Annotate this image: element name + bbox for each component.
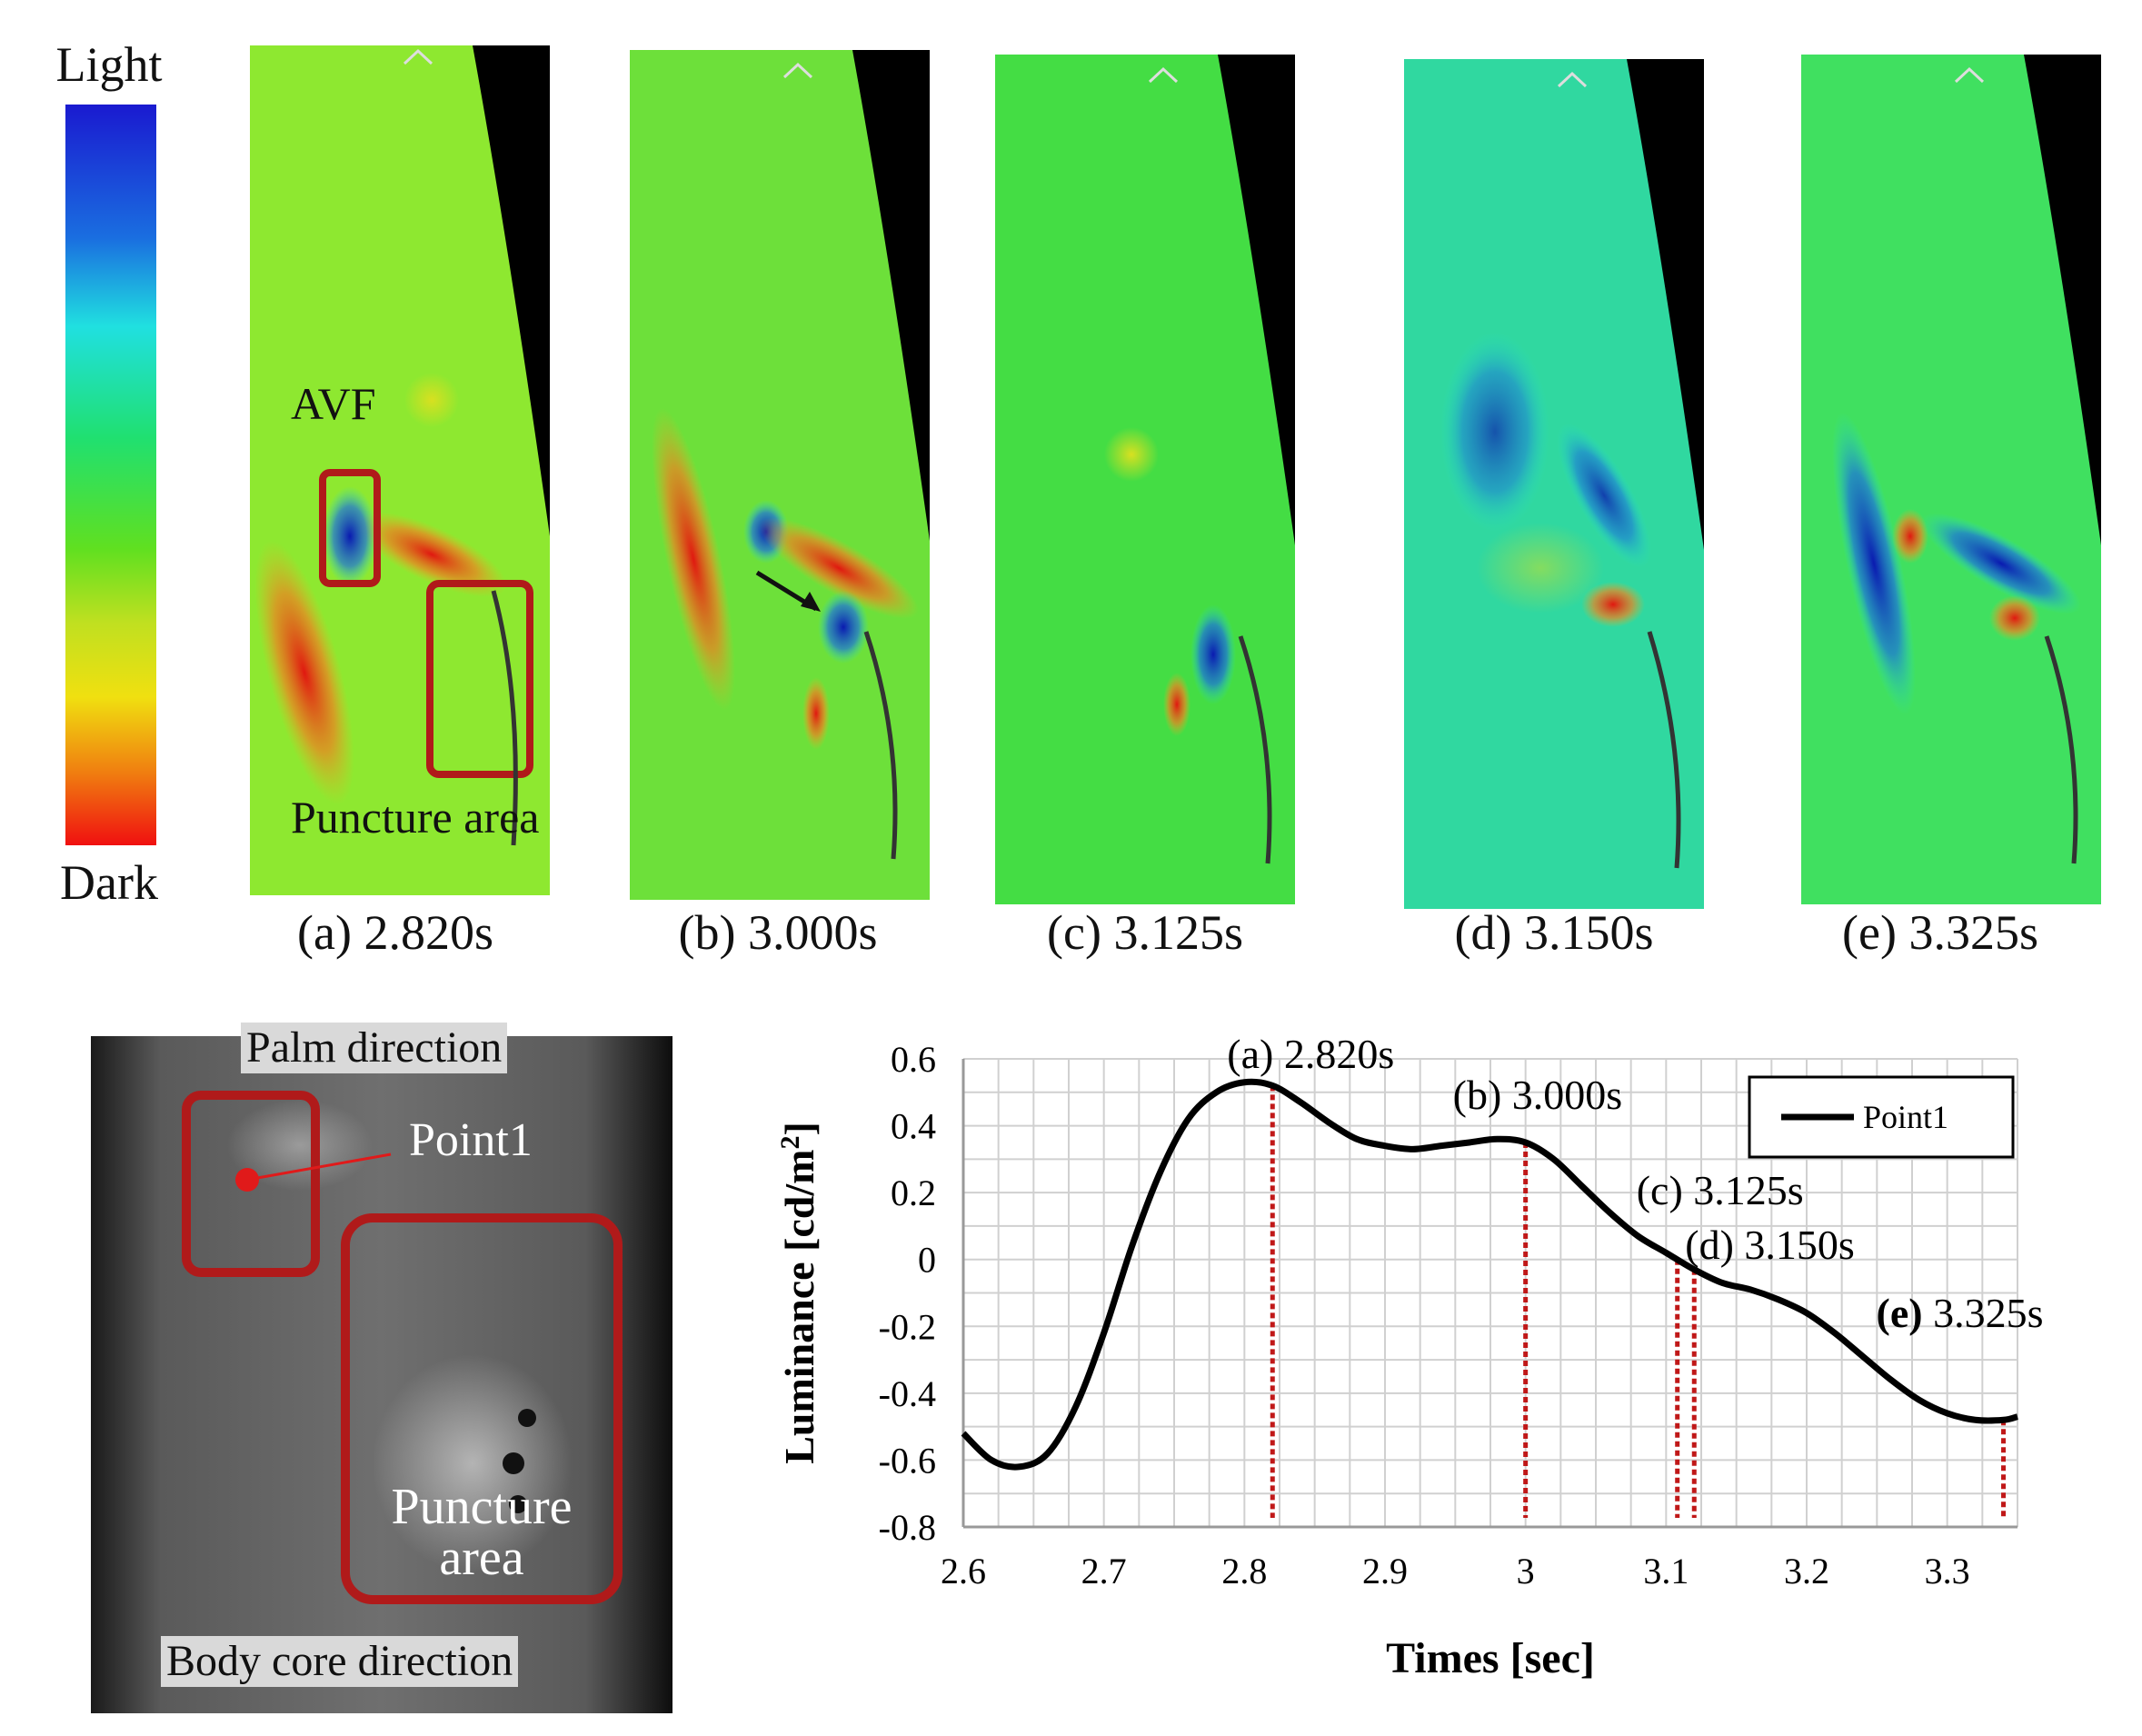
chart-markers bbox=[1270, 1085, 2007, 1518]
palm-direction-label: Palm direction bbox=[241, 1023, 508, 1073]
heatmap-panel-d bbox=[1404, 59, 1704, 909]
y-tick-label: -0.6 bbox=[879, 1440, 936, 1481]
y-tick-label: 0.4 bbox=[891, 1106, 936, 1147]
heatmap-panel-e bbox=[1801, 55, 2101, 904]
y-tick-label: -0.2 bbox=[879, 1306, 936, 1347]
panel-d-caption: (d) 3.150s bbox=[1454, 905, 1654, 960]
x-axis-title: Times [sec] bbox=[1386, 1634, 1595, 1682]
heatmap-panel-c bbox=[995, 55, 1295, 904]
x-tick-label: 2.9 bbox=[1362, 1551, 1408, 1591]
y-tick-label: 0 bbox=[918, 1240, 936, 1281]
panel-b-caption: (b) 3.000s bbox=[678, 905, 878, 960]
panel-a-caption: (a) 2.820s bbox=[297, 905, 493, 960]
x-tick-label: 2.8 bbox=[1221, 1551, 1267, 1591]
x-tick-label: 3 bbox=[1517, 1551, 1535, 1591]
body-core-direction-label: Body core direction bbox=[161, 1636, 519, 1687]
x-tick-label: 3.1 bbox=[1643, 1551, 1689, 1591]
point1-label: Point1 bbox=[409, 1114, 533, 1166]
colorbar-top-label: Light bbox=[55, 37, 163, 92]
y-tick-label: 0.2 bbox=[891, 1172, 936, 1213]
marker-label-e: (e) 3.325s bbox=[1877, 1290, 2044, 1336]
chart-series bbox=[961, 1078, 2018, 1471]
x-tick-label: 2.6 bbox=[941, 1551, 986, 1591]
legend-label-point1: Point1 bbox=[1863, 1099, 1948, 1135]
x-tick-label: 3.3 bbox=[1925, 1551, 1970, 1591]
puncture-area-label-line2: area bbox=[439, 1530, 524, 1586]
colorbar bbox=[65, 105, 156, 845]
series-line-point1 bbox=[961, 1078, 2018, 1471]
y-tick-label: -0.4 bbox=[879, 1373, 936, 1414]
y-tick-label: 0.6 bbox=[891, 1039, 936, 1080]
panel-c-caption: (c) 3.125s bbox=[1047, 905, 1243, 960]
heatmap-panel-b bbox=[630, 50, 930, 900]
panel-e-caption: (e) 3.325s bbox=[1842, 905, 2038, 960]
heatmap-panel-a bbox=[250, 45, 550, 895]
chart-labels: (a) 2.820s (b) 3.000s (c) 3.125s (d) 3.150s… bbox=[1227, 1031, 2043, 1336]
marker-label-d: (d) 3.150s bbox=[1685, 1222, 1855, 1268]
y-axis-title: Luminance [cd/m2] bbox=[775, 1122, 822, 1464]
chart-axes: 2.6 2.7 2.8 2.9 3 3.1 3.2 3.3 0.6 0.4 0.2 0 -0.2 -0.4… bbox=[775, 1039, 2017, 1682]
colorbar-bottom-label: Dark bbox=[60, 855, 158, 910]
puncture-area-label-line1: Puncture bbox=[391, 1479, 573, 1535]
x-tick-label: 3.2 bbox=[1784, 1551, 1829, 1591]
marker-label-b: (b) 3.000s bbox=[1453, 1072, 1623, 1118]
y-tick-label: -0.8 bbox=[879, 1507, 936, 1548]
annotation-puncture-area: Puncture area bbox=[291, 792, 540, 843]
annotation-avf: AVF bbox=[291, 378, 376, 429]
luminance-chart: 2.6 2.7 2.8 2.9 3 3.1 3.2 3.3 0.6 0.4 0.2 0 -0.2 -0.4… bbox=[775, 1031, 2044, 1682]
x-tick-label: 2.7 bbox=[1081, 1551, 1127, 1591]
marker-label-c: (c) 3.125s bbox=[1637, 1167, 1804, 1213]
infrared-photo bbox=[91, 1036, 672, 1713]
marker-label-a: (a) 2.820s bbox=[1227, 1031, 1394, 1077]
chart-legend: Point1 bbox=[1748, 1075, 2015, 1159]
